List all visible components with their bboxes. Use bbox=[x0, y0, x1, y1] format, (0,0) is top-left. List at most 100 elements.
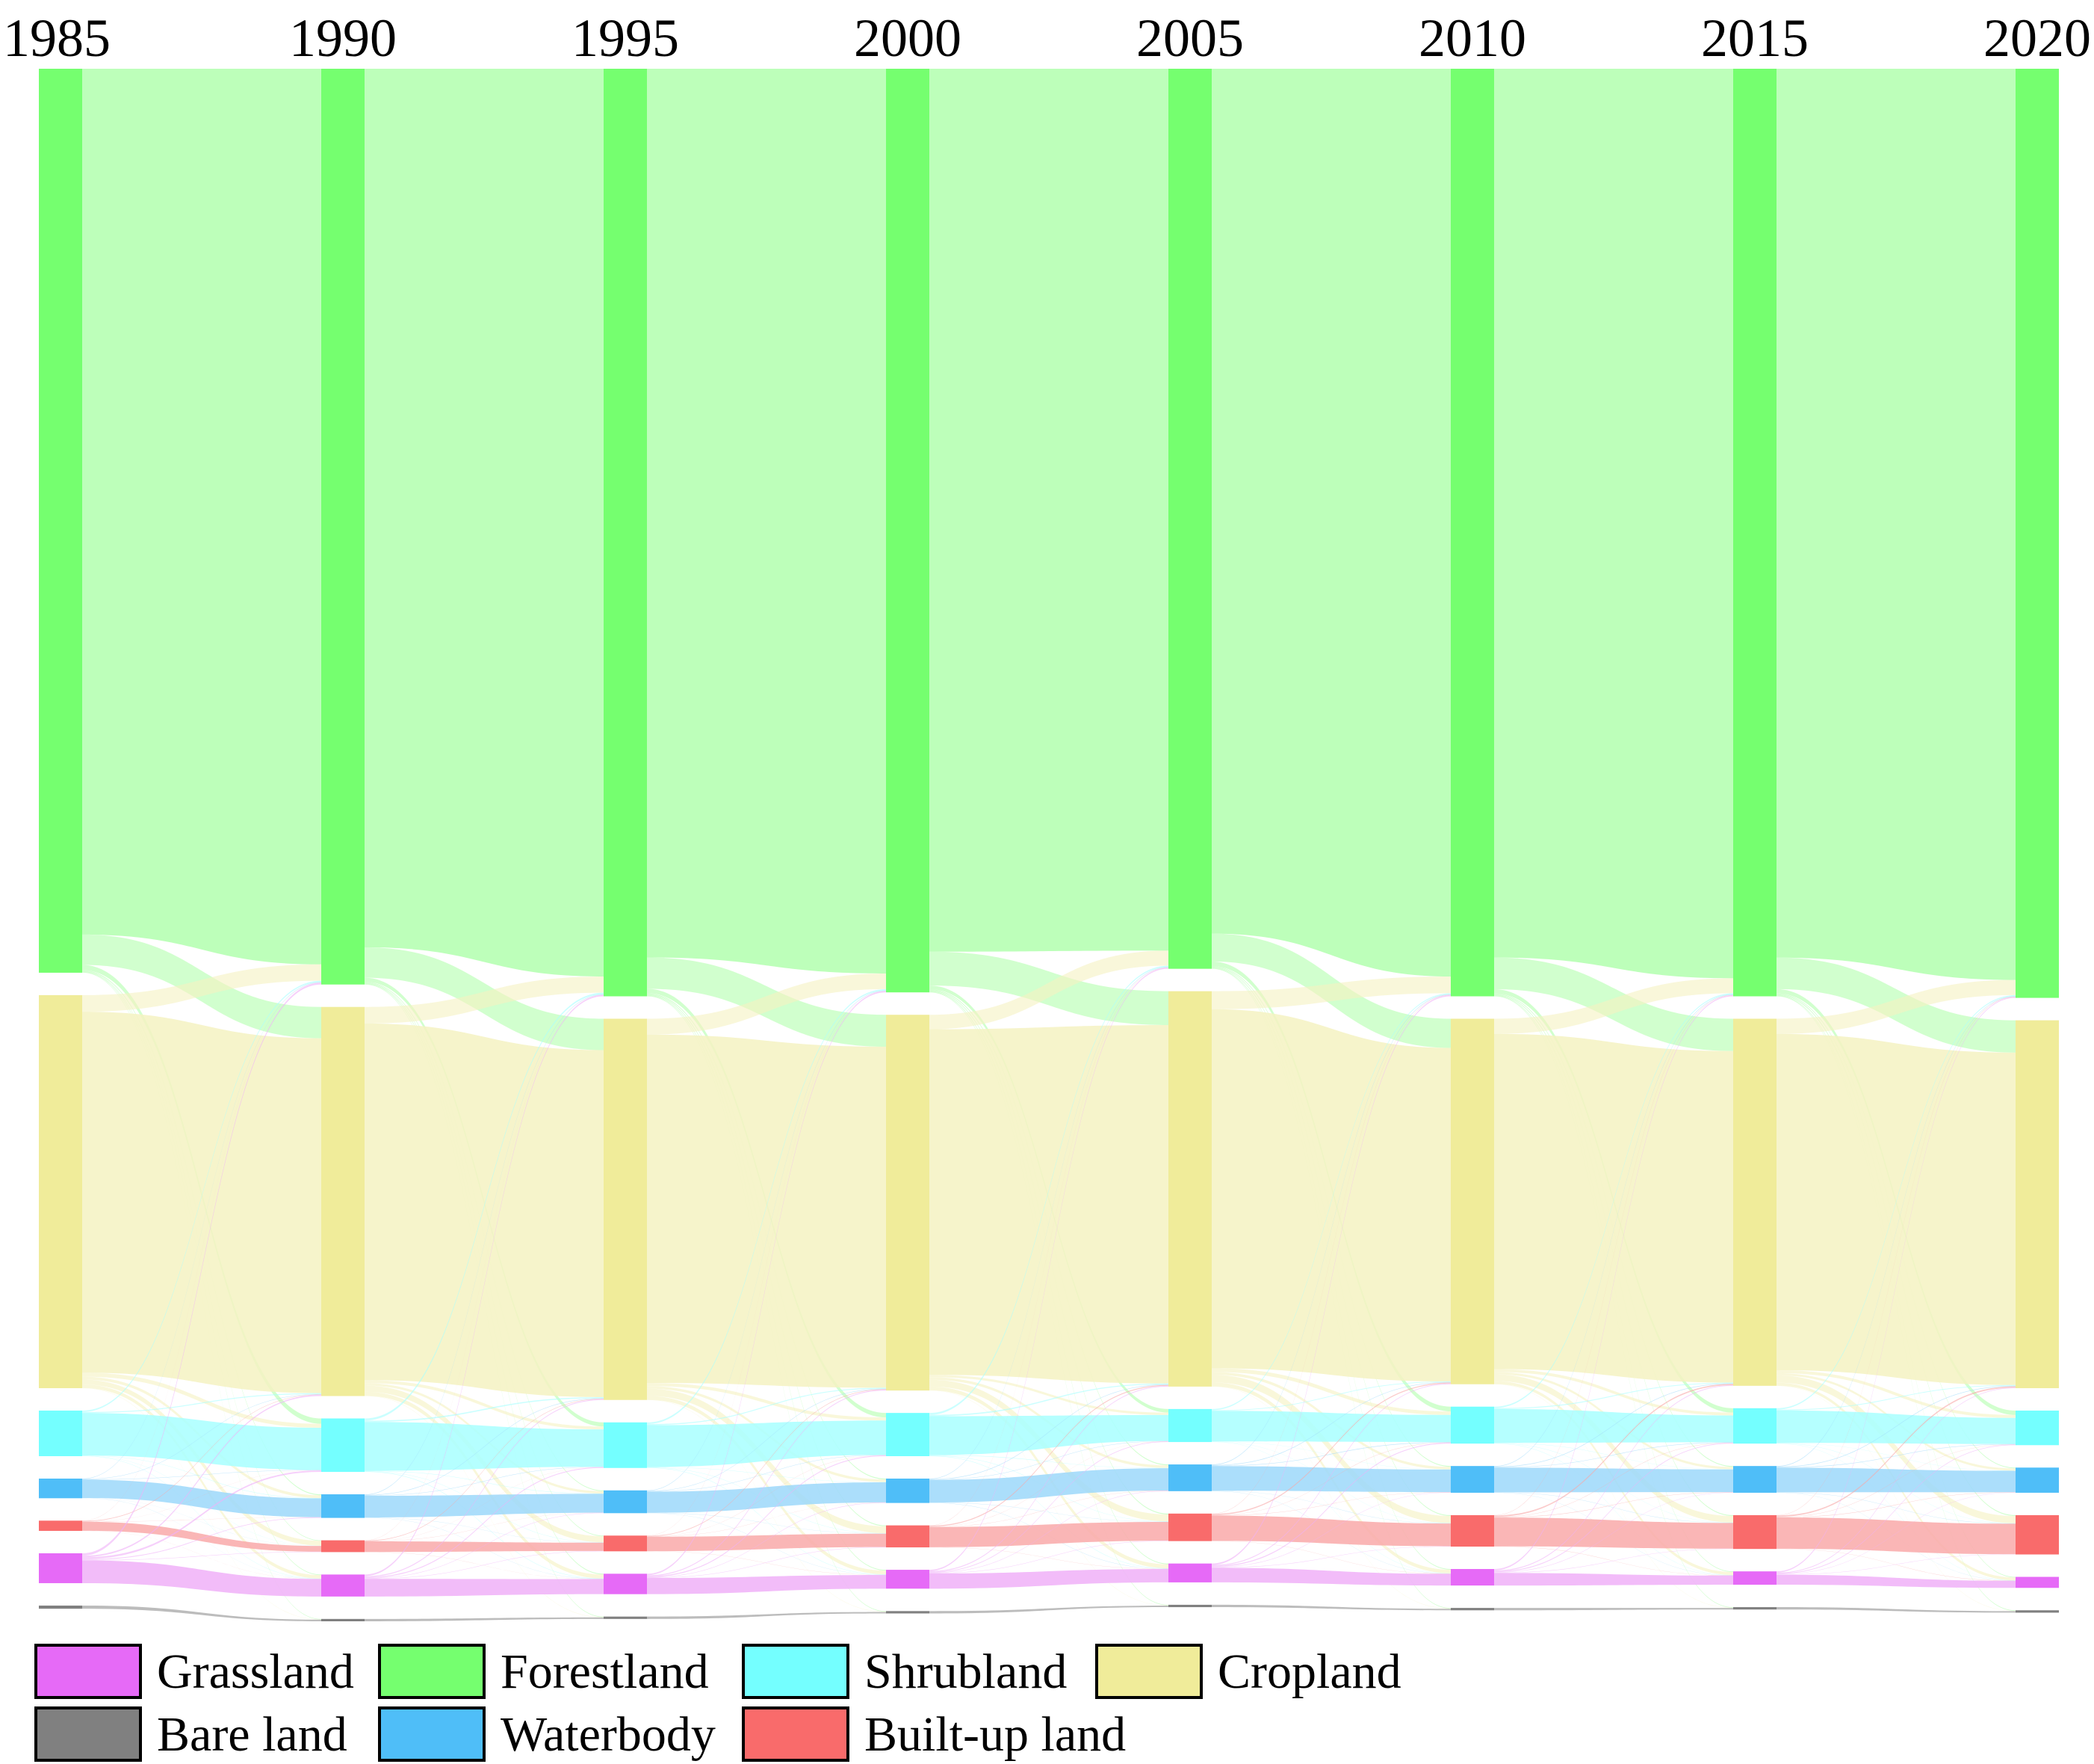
flow-builtup-to-shrub-2010-2015 bbox=[1494, 1442, 1733, 1517]
flow-grassland-to-builtup-2010-2015 bbox=[1494, 1548, 1733, 1573]
flow-water-to-cropland-2000-2005 bbox=[929, 1384, 1168, 1480]
flow-cropland-to-shrub-2005-2010 bbox=[1212, 1368, 1451, 1415]
flow-cropland-to-builtup-2010-2015 bbox=[1494, 1374, 1733, 1523]
flow-builtup-to-grassland-2000-2005 bbox=[929, 1547, 1168, 1569]
flow-grassland-to-forest-1995-2000 bbox=[647, 991, 886, 1576]
flow-builtup-to-builtup-2010-2015 bbox=[1494, 1517, 1733, 1549]
flow-grassland-to-cropland-1995-2000 bbox=[647, 1390, 886, 1576]
flow-cropland-to-bare-2010-2015 bbox=[1494, 1384, 1733, 1609]
flow-shrub-to-forest-2015-2020 bbox=[1777, 994, 2016, 1410]
flow-cropland-to-grassland-1990-1995 bbox=[365, 1391, 604, 1579]
flow-grassland-to-cropland-2000-2005 bbox=[929, 1385, 1168, 1572]
node-builtup-1990 bbox=[321, 1540, 365, 1553]
flow-builtup-to-grassland-2015-2020 bbox=[1777, 1548, 2016, 1581]
flow-grassland-to-shrub-2000-2005 bbox=[929, 1441, 1168, 1573]
flow-shrub-to-shrub-1995-2000 bbox=[647, 1420, 886, 1467]
flow-shrub-to-shrub-2015-2020 bbox=[1777, 1410, 2016, 1444]
flow-grassland-to-forest-1990-1995 bbox=[365, 994, 604, 1576]
flow-bare-to-bare-1990-1995 bbox=[365, 1617, 604, 1621]
flow-builtup-to-shrub-2000-2005 bbox=[929, 1441, 1168, 1527]
node-bare-1995 bbox=[604, 1616, 647, 1619]
node-water-2010 bbox=[1451, 1466, 1494, 1493]
flow-water-to-builtup-2000-2005 bbox=[929, 1503, 1168, 1522]
flow-water-to-builtup-1985-1990 bbox=[82, 1497, 321, 1547]
node-bare-2005 bbox=[1168, 1604, 1212, 1608]
flow-bare-to-bare-2010-2015 bbox=[1494, 1608, 1733, 1611]
flow-water-to-cropland-1990-1995 bbox=[365, 1398, 604, 1496]
year-label-2000: 2000 bbox=[854, 8, 961, 68]
flow-builtup-to-water-2010-2015 bbox=[1494, 1492, 1733, 1518]
flow-builtup-to-forest-1990-1995 bbox=[365, 994, 604, 1541]
flow-grassland-to-water-1995-2000 bbox=[647, 1503, 886, 1578]
flow-builtup-to-grassland-2005-2010 bbox=[1212, 1541, 1451, 1574]
node-cropland-2000 bbox=[886, 1015, 929, 1391]
node-builtup-1985 bbox=[39, 1520, 82, 1531]
node-shrub-1990 bbox=[321, 1418, 365, 1473]
flow-shrub-to-shrub-1990-1995 bbox=[365, 1422, 604, 1471]
flow-grassland-to-cropland-2015-2020 bbox=[1777, 1387, 2016, 1573]
flow-shrub-to-water-2015-2020 bbox=[1777, 1443, 2016, 1471]
flow-cropland-to-forest-2010-2015 bbox=[1494, 978, 1733, 1034]
node-forest-2015 bbox=[1733, 69, 1777, 997]
flow-water-to-water-2005-2010 bbox=[1212, 1466, 1451, 1493]
flow-grassland-to-shrub-1985-1990 bbox=[82, 1470, 321, 1559]
legend-swatch-cropland bbox=[1095, 1644, 1203, 1699]
flow-shrub-to-grassland-1990-1995 bbox=[365, 1471, 604, 1579]
flow-builtup-to-grassland-1990-1995 bbox=[365, 1552, 604, 1579]
flow-cropland-to-shrub-1990-1995 bbox=[365, 1380, 604, 1430]
flow-grassland-to-grassland-2000-2005 bbox=[929, 1568, 1168, 1589]
flow-builtup-to-builtup-1985-1990 bbox=[82, 1521, 321, 1552]
flow-cropland-to-forest-1985-1990 bbox=[82, 964, 321, 1012]
flow-builtup-to-cropland-1995-2000 bbox=[647, 1389, 886, 1537]
node-builtup-2020 bbox=[2016, 1514, 2059, 1555]
legend-swatch-water bbox=[378, 1706, 486, 1762]
flow-shrub-to-cropland-1995-2000 bbox=[647, 1387, 886, 1426]
node-cropland-1995 bbox=[604, 1018, 647, 1400]
year-label-1995: 1995 bbox=[571, 8, 679, 68]
flow-grassland-to-forest-2010-2015 bbox=[1494, 995, 1733, 1570]
flow-builtup-to-builtup-1990-1995 bbox=[365, 1541, 604, 1553]
node-shrub-2010 bbox=[1451, 1406, 1494, 1444]
flow-shrub-to-cropland-2000-2005 bbox=[929, 1383, 1168, 1417]
legend-item-shrub: Shrubland bbox=[742, 1644, 1067, 1699]
flow-shrub-to-shrub-2010-2015 bbox=[1494, 1408, 1733, 1443]
flow-grassland-to-cropland-2010-2015 bbox=[1494, 1384, 1733, 1572]
flow-builtup-to-builtup-2000-2005 bbox=[929, 1521, 1168, 1547]
flow-shrub-to-forest-2000-2005 bbox=[929, 965, 1168, 1415]
flow-cropland-to-builtup-2015-2020 bbox=[1777, 1375, 2016, 1523]
node-builtup-2000 bbox=[886, 1525, 929, 1548]
flow-cropland-to-bare-2005-2010 bbox=[1212, 1386, 1451, 1609]
node-grassland-2010 bbox=[1451, 1569, 1494, 1586]
flow-water-to-forest-2005-2010 bbox=[1212, 994, 1451, 1465]
flow-shrub-to-water-1995-2000 bbox=[647, 1467, 886, 1482]
flow-grassland-to-cropland-1985-1990 bbox=[82, 1394, 321, 1558]
flow-water-to-shrub-2005-2010 bbox=[1212, 1442, 1451, 1467]
legend-item-grassland: Grassland bbox=[34, 1644, 354, 1699]
node-bare-1990 bbox=[321, 1618, 365, 1621]
flow-grassland-to-water-2005-2010 bbox=[1212, 1492, 1451, 1568]
flow-grassland-to-water-2010-2015 bbox=[1494, 1492, 1733, 1573]
flow-water-to-water-2000-2005 bbox=[929, 1468, 1168, 1503]
flow-builtup-to-shrub-1995-2000 bbox=[647, 1455, 886, 1537]
flow-cropland-to-shrub-1985-1990 bbox=[82, 1372, 321, 1428]
flow-grassland-to-shrub-2015-2020 bbox=[1777, 1444, 2016, 1574]
flow-bare-to-bare-1985-1990 bbox=[82, 1605, 321, 1621]
flow-grassland-to-builtup-2015-2020 bbox=[1777, 1554, 2016, 1575]
flow-shrub-to-grassland-1985-1990 bbox=[82, 1455, 321, 1579]
flow-water-to-shrub-2015-2020 bbox=[1777, 1443, 2016, 1468]
flow-builtup-to-builtup-2005-2010 bbox=[1212, 1515, 1451, 1547]
flow-shrub-to-grassland-1995-2000 bbox=[647, 1467, 886, 1575]
nodes-layer bbox=[39, 69, 2059, 1621]
node-shrub-1995 bbox=[604, 1422, 647, 1468]
year-label-2020: 2020 bbox=[1983, 8, 2091, 68]
node-cropland-2010 bbox=[1451, 1018, 1494, 1384]
flow-cropland-to-cropland-1985-1990 bbox=[82, 1012, 321, 1393]
flow-water-to-cropland-1995-2000 bbox=[647, 1388, 886, 1492]
flow-grassland-to-shrub-2005-2010 bbox=[1212, 1443, 1451, 1568]
flow-grassland-to-builtup-2000-2005 bbox=[929, 1541, 1168, 1574]
flow-grassland-to-cropland-1990-1995 bbox=[365, 1399, 604, 1577]
flow-shrub-to-cropland-2005-2010 bbox=[1212, 1381, 1451, 1411]
flow-cropland-to-cropland-1995-2000 bbox=[647, 1034, 886, 1388]
flow-water-to-forest-1985-1990 bbox=[82, 982, 321, 1479]
flow-shrub-to-water-1990-1995 bbox=[365, 1470, 604, 1494]
